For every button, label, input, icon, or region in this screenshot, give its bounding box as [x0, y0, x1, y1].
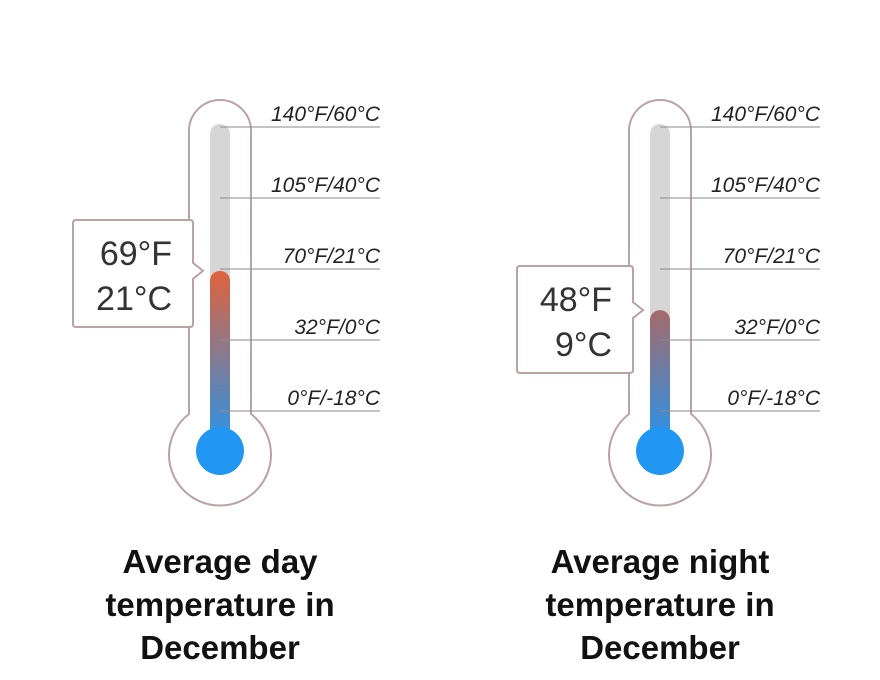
title-line: Average night	[550, 543, 770, 580]
scale-tick-label: 0°F/-18°C	[727, 387, 820, 410]
chart-title-day: Average day temperature in December	[70, 540, 370, 669]
thermometer-bulb	[636, 427, 684, 475]
thermometer-0: 140°F/60°C 105°F/40°C 70°F/21°C 32°F/0°C 0°F…	[72, 99, 381, 507]
thermometer-1: 140°F/60°C 105°F/40°C 70°F/21°C 32°F/0°C 0°F…	[516, 99, 821, 507]
thermometer-fill	[210, 270, 230, 452]
scale-tick-label: 140°F/60°C	[711, 103, 821, 126]
chart-title-night: Average night temperature in December	[510, 540, 810, 669]
scale-tick-label: 0°F/-18°C	[287, 387, 380, 410]
thermometer-fill	[650, 310, 670, 452]
value-readout-fahrenheit: 48°F	[540, 281, 612, 319]
thermometer-bulb	[196, 427, 244, 475]
scale-tick-label: 105°F/40°C	[711, 174, 821, 197]
title-line: December	[140, 629, 300, 666]
value-readout-fahrenheit: 69°F	[100, 235, 172, 273]
scale-tick-label: 70°F/21°C	[723, 245, 821, 268]
scale-tick-label: 105°F/40°C	[271, 174, 381, 197]
value-callout	[72, 219, 205, 328]
title-line: December	[580, 629, 740, 666]
scale-tick-label: 32°F/0°C	[294, 316, 380, 339]
title-line: Average day	[122, 543, 318, 580]
value-readout-celsius: 21°C	[96, 280, 172, 318]
title-line: temperature in	[545, 586, 775, 623]
value-readout-celsius: 9°C	[555, 326, 612, 364]
scale-tick-label: 32°F/0°C	[734, 316, 820, 339]
scale-tick-label: 70°F/21°C	[283, 245, 381, 268]
title-line: temperature in	[105, 586, 335, 623]
scale-tick-label: 140°F/60°C	[271, 103, 381, 126]
value-callout	[516, 265, 645, 374]
